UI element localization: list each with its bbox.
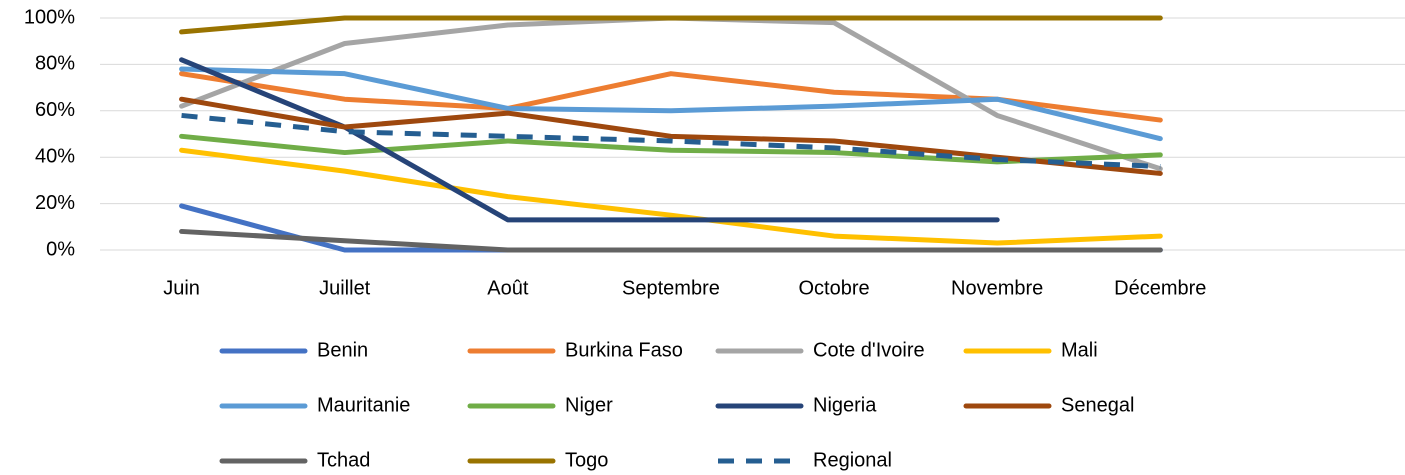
legend-label: Tchad [317,449,370,471]
legend-label: Nigeria [813,394,877,416]
series-line [179,57,1000,223]
x-tick-label: Octobre [798,277,869,299]
legend-label: Regional [813,449,892,471]
legend-label: Mali [1061,339,1098,361]
legend-label: Togo [565,449,608,471]
legend-label: Senegal [1061,394,1134,416]
x-tick-label: Septembre [622,277,720,299]
legend-label: Mauritanie [317,394,410,416]
y-tick-label: 0% [46,238,75,260]
x-tick-label: Juin [163,277,200,299]
x-tick-label: Novembre [951,277,1043,299]
legend-label: Benin [317,339,368,361]
y-tick-label: 60% [35,99,75,121]
series-line [179,15,1163,35]
y-tick-label: 20% [35,192,75,214]
y-tick-label: 40% [35,145,75,167]
legend-label: Cote d'Ivoire [813,339,925,361]
y-tick-label: 100% [24,6,75,28]
y-tick-label: 80% [35,53,75,75]
series-line [179,15,1163,172]
x-tick-label: Décembre [1114,277,1206,299]
x-tick-label: Juillet [319,277,371,299]
legend-label: Burkina Faso [565,339,683,361]
series-line [179,66,1163,142]
series-line [181,112,1161,169]
series-line [179,147,1163,246]
series-line [179,228,1163,253]
legend-label: Niger [565,394,613,416]
x-tick-label: Août [487,277,529,299]
